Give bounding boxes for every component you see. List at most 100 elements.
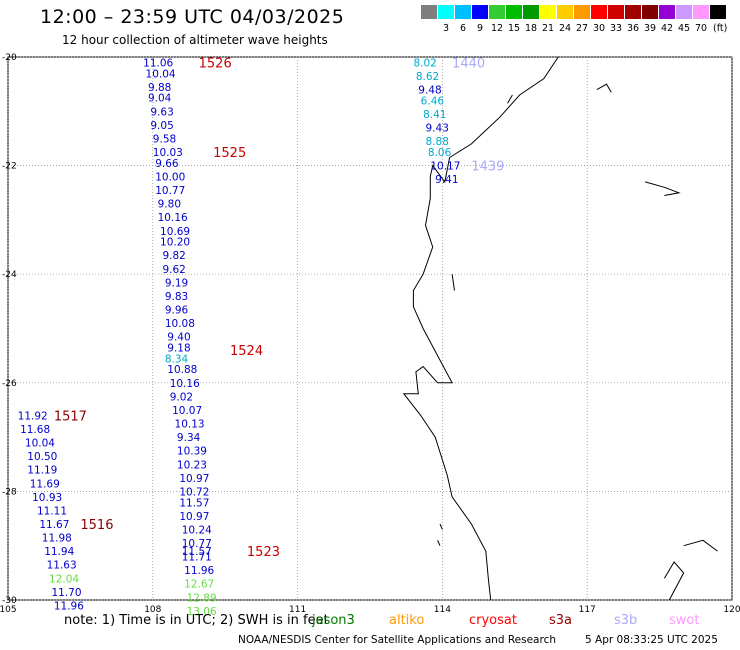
wave-height-value: 9.66: [155, 158, 179, 170]
island: [683, 539, 718, 552]
wave-height-value: 10.16: [170, 378, 200, 390]
lat-tick-label: -22: [2, 162, 17, 172]
notes-text: note: 1) Time is in UTC; 2) SWH is in fe…: [64, 613, 329, 628]
legend-swatch: [506, 5, 522, 19]
wave-height-value: 9.48: [418, 85, 441, 97]
wave-height-value: 10.88: [167, 364, 197, 376]
wave-height-value: 10.08: [165, 318, 195, 330]
wave-height-value: 11.11: [37, 505, 67, 517]
track-id-label: 1525: [213, 146, 246, 161]
wave-height-value: 11.98: [42, 533, 72, 545]
satellite-swot: swot: [669, 613, 700, 628]
wave-height-value: 9.62: [162, 264, 185, 276]
track-id-label: 1439: [471, 160, 504, 175]
wave-height-value: 10.17: [430, 161, 460, 173]
wave-height-value: 12.89: [187, 592, 217, 604]
wave-height-value: 10.00: [155, 171, 185, 183]
axis-ticks: 105 108 111 114 117 120 -20 -22 -24 -26 -28 -30: [0, 53, 740, 615]
legend-label: 6: [459, 23, 467, 34]
wave-height-value: 8.88: [426, 136, 449, 148]
wave-height-value: 10.20: [160, 237, 190, 249]
credit-line: NOAA/NESDIS Center for Satellite Applica…: [238, 634, 556, 646]
wave-height-value: 9.04: [148, 93, 172, 105]
page-subtitle: 12 hour collection of altimeter wave hei…: [62, 33, 328, 47]
wave-height-value: 12.04: [49, 573, 79, 585]
wave-height-value: 10.72: [179, 486, 209, 498]
wave-height-value: 11.19: [27, 465, 57, 477]
wave-height-value: 10.77: [182, 538, 212, 550]
wave-height-value: 13.06: [187, 606, 217, 618]
wave-height-value: 10.93: [32, 492, 62, 504]
lat-tick-label: -24: [2, 270, 17, 280]
wave-height-value: 10.07: [172, 405, 202, 417]
wave-height-value: 9.19: [165, 277, 188, 289]
legend-label: 45: [677, 23, 691, 34]
wave-height-value: 8.06: [428, 147, 452, 159]
generated-timestamp: 5 Apr 08:33:25 UTC 2025: [585, 634, 718, 646]
wave-height-value: 10.69: [160, 226, 190, 238]
map-frame: [7, 56, 733, 601]
wave-height-value: 10.03: [153, 147, 183, 159]
lat-tick-label: -30: [2, 596, 17, 606]
wave-height-value: 9.41: [435, 174, 458, 186]
legend-label: 30: [592, 23, 606, 34]
track-id-label: 1516: [80, 518, 113, 533]
track-id-label: 1517: [54, 409, 87, 424]
satellite-jason3: jason3: [312, 613, 355, 628]
page-title: 12:00 – 23:59 UTC 04/03/2025: [40, 6, 345, 28]
legend-label: 42: [660, 23, 674, 34]
wave-height-value: 9.58: [153, 133, 176, 145]
wave-height-value: 10.97: [179, 473, 209, 485]
legend-swatch: [421, 5, 437, 19]
island: [451, 274, 455, 291]
legend-swatch: [523, 5, 539, 19]
legend-label: 15: [507, 23, 521, 34]
wave-height-value: 11.57: [179, 497, 209, 509]
track-id-label: 1524: [230, 344, 263, 359]
lat-tick-label: -28: [2, 487, 17, 497]
track: 10.039.6610.0010.779.8010.1610.6910.209.…: [153, 146, 246, 289]
wave-height-value: 12.67: [184, 579, 214, 591]
wave-height-value: 8.62: [416, 71, 439, 83]
wave-height-value: 9.80: [158, 199, 181, 211]
legend-swatch: [676, 5, 692, 19]
lat-tick-label: -20: [2, 53, 17, 63]
island: [439, 523, 443, 530]
satellite-cryosat: cryosat: [469, 613, 517, 628]
island: [596, 83, 612, 93]
wave-height-value: 10.13: [175, 419, 205, 431]
wave-height-value: 8.34: [165, 353, 189, 365]
map-border: [7, 56, 733, 601]
legend-swatch: [455, 5, 471, 19]
coastline: [402, 56, 718, 601]
wave-height-value: 9.82: [162, 250, 185, 262]
wave-height-value: 11.94: [44, 546, 74, 558]
legend-swatch: [693, 5, 709, 19]
wave-height-value: 11.96: [184, 565, 214, 577]
legend-swatch: [489, 5, 505, 19]
wave-height-value: 10.16: [158, 212, 188, 224]
island: [663, 561, 685, 601]
wave-height-value: 6.46: [421, 95, 445, 107]
wave-height-value: 10.04: [146, 68, 176, 80]
legend-label: 21: [541, 23, 555, 34]
wave-height-value: 10.97: [179, 511, 209, 523]
lon-tick-label: 120: [723, 605, 740, 615]
wave-height-value: 10.77: [155, 185, 185, 197]
wave-height-value: 10.39: [177, 446, 207, 458]
wave-height-value: 9.88: [148, 82, 171, 94]
track-id-label: 1526: [199, 56, 232, 71]
wave-height-value: 10.24: [182, 524, 212, 536]
legend-swatch: [438, 5, 454, 19]
lat-tick-label: -26: [2, 379, 17, 389]
wave-height-value: 9.83: [165, 291, 188, 303]
legend-label: 9: [476, 23, 484, 34]
island: [507, 94, 513, 104]
lon-tick-label: 117: [579, 605, 596, 615]
wave-height-value: 9.05: [150, 120, 173, 132]
wave-height-value: 11.63: [47, 560, 77, 572]
coastline-mainland: [402, 56, 559, 601]
wave-height-value: 11.71: [182, 552, 212, 564]
